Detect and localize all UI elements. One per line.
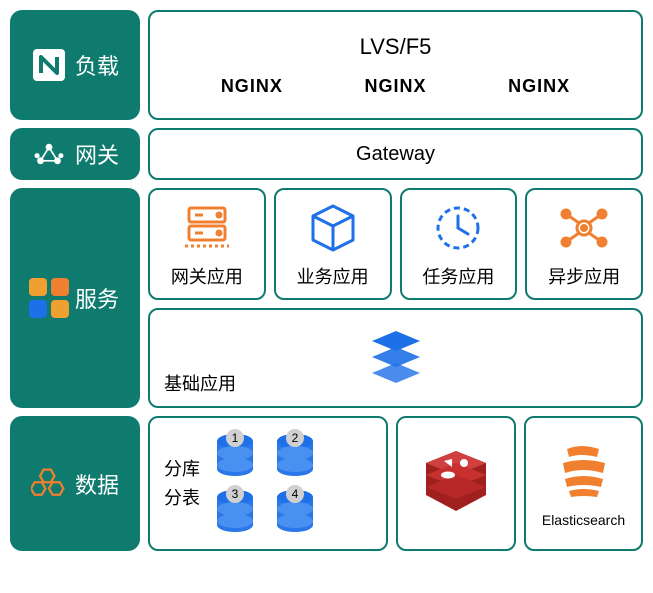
sharding-box: 分库 分表 1 2 3 4 <box>148 416 388 551</box>
elasticsearch-box: Elasticsearch <box>524 416 643 551</box>
sidebar-gateway: 网关 <box>10 128 140 180</box>
sidebar-data: 数据 <box>10 416 140 551</box>
sharding-line2: 分表 <box>164 484 200 513</box>
sidebar-load-label: 负载 <box>75 49 119 81</box>
apps-icon <box>31 280 67 316</box>
network-icon <box>556 199 612 257</box>
service-card-task-app: 任务应用 <box>400 188 518 300</box>
base-app-label: 基础应用 <box>164 370 236 396</box>
db-icon: 4 <box>270 487 320 537</box>
elasticsearch-icon <box>553 439 615 506</box>
nginx-label-1: NGINX <box>221 76 283 97</box>
es-label: Elasticsearch <box>542 512 625 528</box>
load-balancer-box: LVS/F5 NGINX NGINX NGINX <box>148 10 643 120</box>
layers-icon <box>366 329 426 388</box>
sidebar-data-label: 数据 <box>75 468 119 500</box>
sidebar-service-label: 服务 <box>75 282 119 314</box>
redis-box <box>396 416 516 551</box>
db-icon: 3 <box>210 487 260 537</box>
server-icon <box>179 199 235 257</box>
service-card-async-app: 异步应用 <box>525 188 643 300</box>
lb-title: LVS/F5 <box>360 34 432 60</box>
service-card-label: 网关应用 <box>171 263 243 289</box>
service-card-business-app: 业务应用 <box>274 188 392 300</box>
gateway-label: Gateway <box>356 143 435 166</box>
sharding-line1: 分库 <box>164 455 200 484</box>
service-card-label: 任务应用 <box>422 263 494 289</box>
sidebar-service: 服务 <box>10 188 140 408</box>
redis-icon <box>416 441 496 526</box>
nginx-row: NGINX NGINX NGINX <box>150 76 641 97</box>
sidebar-load: 负载 <box>10 10 140 120</box>
gateway-box: Gateway <box>148 128 643 180</box>
clock-icon <box>430 199 486 257</box>
atom-icon <box>31 136 67 172</box>
service-card-label: 异步应用 <box>548 263 620 289</box>
cube-icon <box>305 199 361 257</box>
db-icon: 1 <box>210 431 260 481</box>
base-app-box: 基础应用 <box>148 308 643 408</box>
db-icon: 2 <box>270 431 320 481</box>
service-card-label: 业务应用 <box>297 263 369 289</box>
service-card-gateway-app: 网关应用 <box>148 188 266 300</box>
nginx-label-2: NGINX <box>364 76 426 97</box>
service-cards-row: 网关应用 业务应用 任务应用 异步应用 <box>148 188 643 300</box>
nginx-n-icon <box>31 47 67 83</box>
nginx-label-3: NGINX <box>508 76 570 97</box>
db-grid: 1 2 3 4 <box>210 431 320 537</box>
honeycomb-icon <box>31 466 67 502</box>
sidebar-gateway-label: 网关 <box>75 138 119 170</box>
